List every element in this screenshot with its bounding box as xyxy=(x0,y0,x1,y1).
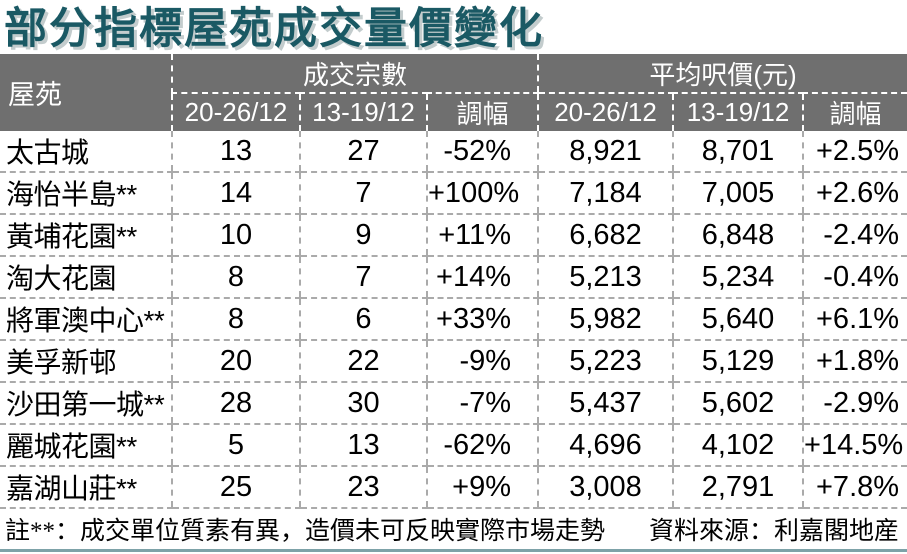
volume-current-week: 5 xyxy=(171,424,300,467)
volume-current-week: 25 xyxy=(171,466,300,509)
data-table: 屋苑 成交宗數 平均呎價(元) 20-26/12 13-19/12 調幅 20-… xyxy=(0,54,907,509)
psf-previous-week: 5,129 xyxy=(672,340,804,383)
psf-current-week: 5,223 xyxy=(537,340,674,383)
table-row: 淘大花園 8 7 +14% 5,213 5,234 -0.4% xyxy=(0,256,907,299)
footnote: 註**：成交單位質素有異，造價未可反映實際市場走勢 xyxy=(5,518,606,545)
subcol-header-psf-change: 調幅 xyxy=(802,93,907,131)
volume-current-week: 10 xyxy=(171,214,300,257)
table-header: 屋苑 成交宗數 平均呎價(元) 20-26/12 13-19/12 調幅 20-… xyxy=(0,54,907,131)
estate-name: 將軍澳中心** xyxy=(0,298,172,341)
estate-name: 麗城花園** xyxy=(0,424,172,467)
psf-previous-week: 5,602 xyxy=(672,382,804,425)
psf-change: +7.8% xyxy=(802,466,907,509)
volume-change: -7% xyxy=(425,382,539,425)
subcol-header-vol-previous-week: 13-19/12 xyxy=(299,93,427,131)
volume-previous-week: 30 xyxy=(299,382,427,425)
psf-change: +14.5% xyxy=(802,424,907,467)
group-header-transactions: 成交宗數 xyxy=(170,54,539,94)
psf-change: -2.4% xyxy=(802,214,907,257)
psf-change: +2.5% xyxy=(802,131,907,173)
volume-current-week: 28 xyxy=(171,382,300,425)
volume-change: +14% xyxy=(425,256,539,299)
volume-change: +9% xyxy=(425,466,539,509)
subcol-header-psf-previous-week: 13-19/12 xyxy=(672,93,804,131)
psf-current-week: 3,008 xyxy=(537,466,674,509)
psf-previous-week: 2,791 xyxy=(672,466,804,509)
volume-current-week: 8 xyxy=(171,256,300,299)
table-row: 沙田第一城** 28 30 -7% 5,437 5,602 -2.9% xyxy=(0,382,907,425)
volume-current-week: 14 xyxy=(171,172,300,215)
volume-previous-week: 7 xyxy=(299,172,427,215)
accent-bar xyxy=(0,549,907,552)
psf-change: -2.9% xyxy=(802,382,907,425)
volume-previous-week: 13 xyxy=(299,424,427,467)
volume-previous-week: 23 xyxy=(299,466,427,509)
volume-previous-week: 27 xyxy=(299,131,427,173)
estate-name: 美孚新邨 xyxy=(0,340,172,383)
subcol-header-psf-current-week: 20-26/12 xyxy=(537,93,674,131)
estate-name: 沙田第一城** xyxy=(0,382,172,425)
psf-previous-week: 5,640 xyxy=(672,298,804,341)
volume-previous-week: 22 xyxy=(299,340,427,383)
estate-name: 海怡半島** xyxy=(0,172,172,215)
psf-current-week: 4,696 xyxy=(537,424,674,467)
psf-current-week: 5,982 xyxy=(537,298,674,341)
footer: 註**：成交單位質素有異，造價未可反映實際市場走勢 資料來源：利嘉閣地産 xyxy=(0,509,907,549)
volume-previous-week: 6 xyxy=(299,298,427,341)
psf-change: +6.1% xyxy=(802,298,907,341)
estate-name: 嘉湖山莊** xyxy=(0,466,172,509)
volume-previous-week: 7 xyxy=(299,256,427,299)
subcol-header-vol-change: 調幅 xyxy=(425,93,539,131)
col-header-estate: 屋苑 xyxy=(0,54,172,131)
estate-name: 黃埔花園** xyxy=(0,214,172,257)
volume-change: -9% xyxy=(425,340,539,383)
volume-current-week: 20 xyxy=(171,340,300,383)
data-source: 資料來源：利嘉閣地産 xyxy=(648,518,899,545)
volume-previous-week: 9 xyxy=(299,214,427,257)
volume-change: -52% xyxy=(425,131,539,173)
volume-change: +11% xyxy=(425,214,539,257)
table-row: 黃埔花園** 10 9 +11% 6,682 6,848 -2.4% xyxy=(0,214,907,257)
table-row: 嘉湖山莊** 25 23 +9% 3,008 2,791 +7.8% xyxy=(0,466,907,509)
psf-current-week: 5,437 xyxy=(537,382,674,425)
sub-header-row: 20-26/12 13-19/12 調幅 20-26/12 13-19/12 調… xyxy=(0,93,907,131)
table-row: 太古城 13 27 -52% 8,921 8,701 +2.5% xyxy=(0,131,907,173)
psf-previous-week: 6,848 xyxy=(672,214,804,257)
page-title: 部分指標屋苑成交量價變化 xyxy=(4,5,544,53)
psf-change: +1.8% xyxy=(802,340,907,383)
table-row: 麗城花園** 5 13 -62% 4,696 4,102 +14.5% xyxy=(0,424,907,467)
psf-current-week: 5,213 xyxy=(537,256,674,299)
psf-previous-week: 7,005 xyxy=(672,172,804,215)
psf-current-week: 7,184 xyxy=(537,172,674,215)
psf-change: +2.6% xyxy=(802,172,907,215)
group-header-row: 屋苑 成交宗數 平均呎價(元) xyxy=(0,54,907,131)
psf-current-week: 8,921 xyxy=(537,131,674,173)
volume-change: -62% xyxy=(425,424,539,467)
volume-current-week: 8 xyxy=(171,298,300,341)
group-header-avg-psf-price: 平均呎價(元) xyxy=(537,54,907,94)
volume-change: +33% xyxy=(425,298,539,341)
psf-current-week: 6,682 xyxy=(537,214,674,257)
estate-name: 太古城 xyxy=(0,131,172,173)
table-row: 美孚新邨 20 22 -9% 5,223 5,129 +1.8% xyxy=(0,340,907,383)
volume-current-week: 13 xyxy=(171,131,300,173)
psf-previous-week: 4,102 xyxy=(672,424,804,467)
table-body: 太古城 13 27 -52% 8,921 8,701 +2.5% 海怡半島** … xyxy=(0,131,907,509)
subcol-header-vol-current-week: 20-26/12 xyxy=(171,93,300,131)
estate-name: 淘大花園 xyxy=(0,256,172,299)
psf-previous-week: 8,701 xyxy=(672,131,804,173)
psf-change: -0.4% xyxy=(802,256,907,299)
volume-change: +100% xyxy=(425,172,539,215)
table-row: 海怡半島** 14 7 +100% 7,184 7,005 +2.6% xyxy=(0,172,907,215)
psf-previous-week: 5,234 xyxy=(672,256,804,299)
table-row: 將軍澳中心** 8 6 +33% 5,982 5,640 +6.1% xyxy=(0,298,907,341)
